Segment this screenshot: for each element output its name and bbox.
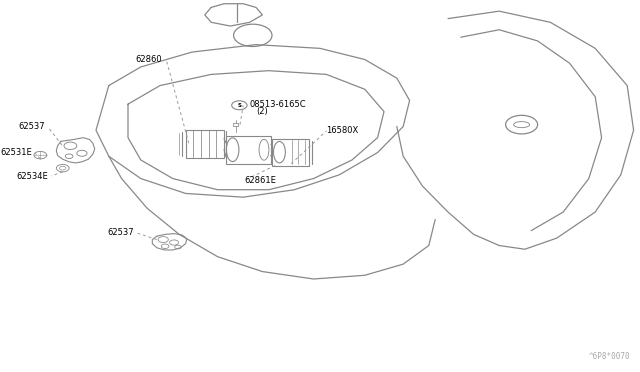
Text: 62860: 62860	[135, 55, 162, 64]
Text: 62861E: 62861E	[244, 176, 276, 185]
Text: ^6P8*0070: ^6P8*0070	[589, 352, 630, 361]
Bar	[226, 136, 271, 164]
Text: 08513-6165C: 08513-6165C	[250, 100, 306, 109]
Text: 16580X: 16580X	[326, 126, 358, 135]
Text: 62537: 62537	[18, 122, 45, 131]
Text: 62534E: 62534E	[16, 172, 48, 181]
Bar	[186, 130, 224, 158]
Text: 62531E: 62531E	[0, 148, 32, 157]
Text: 62537: 62537	[108, 228, 134, 237]
Bar	[272, 139, 309, 166]
Bar	[233, 123, 238, 126]
Text: (2): (2)	[256, 107, 268, 116]
Text: S: S	[237, 103, 241, 108]
